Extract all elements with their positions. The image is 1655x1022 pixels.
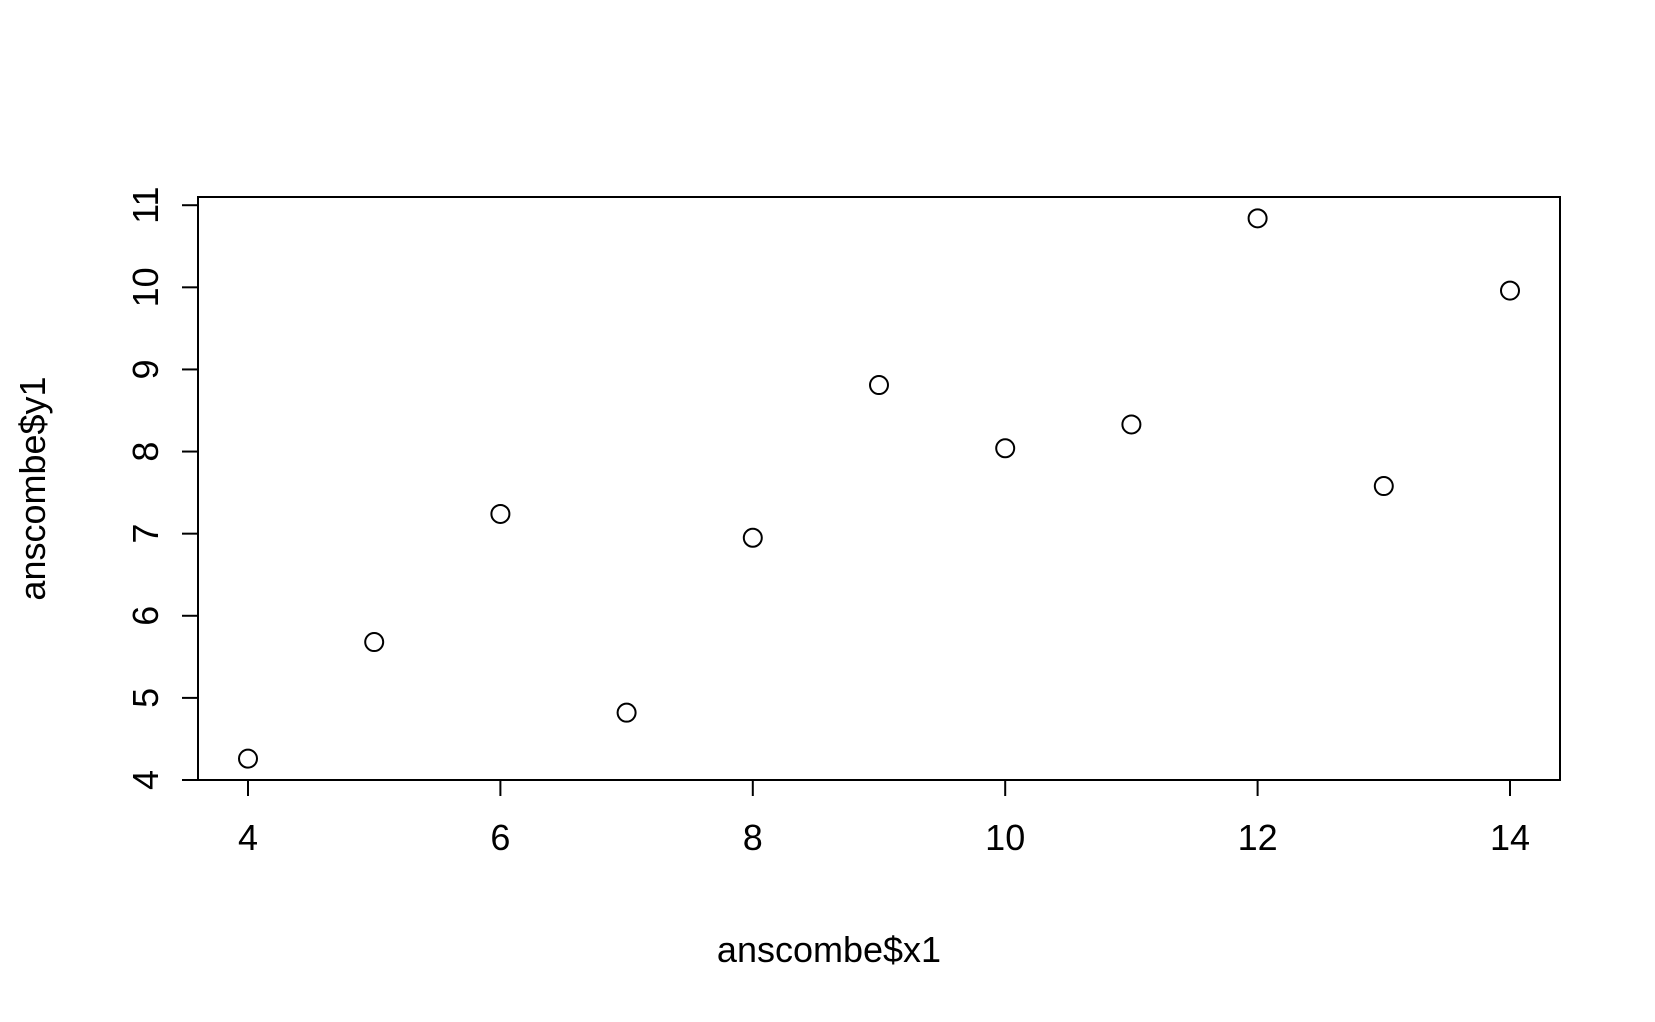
y-axis: 4 5 6 7 8 9 10 11: [125, 187, 199, 790]
x-tick-label: 12: [1238, 817, 1278, 858]
data-point: [616, 702, 637, 723]
data-point: [1121, 414, 1142, 435]
y-tick-label: 8: [125, 442, 166, 462]
plot-frame: [197, 196, 1561, 781]
y-tick-label: 9: [125, 359, 166, 379]
data-point: [742, 527, 763, 548]
data-point: [364, 632, 385, 653]
x-axis: 4 6 8 10 12 14: [238, 779, 1530, 858]
y-tick-label: 6: [125, 606, 166, 626]
x-axis-title: anscombe$x1: [717, 929, 941, 970]
y-tick-label: 5: [125, 688, 166, 708]
x-tick-label: 6: [490, 817, 510, 858]
x-tick-label: 8: [743, 817, 763, 858]
x-tick-label: 10: [985, 817, 1025, 858]
y-axis-title: anscombe$y1: [12, 376, 53, 600]
x-tick-label: 4: [238, 817, 258, 858]
data-point: [1373, 476, 1394, 497]
data-point: [238, 748, 258, 769]
data-point: [995, 438, 1016, 459]
y-tick-label: 10: [125, 267, 166, 307]
data-point: [1247, 208, 1268, 229]
x-tick-label: 14: [1490, 817, 1530, 858]
data-point: [869, 375, 889, 396]
data-point: [490, 503, 511, 524]
data-point: [1500, 280, 1520, 301]
y-tick-label: 4: [125, 770, 166, 790]
y-tick-label: 11: [125, 187, 166, 224]
y-tick-label: 7: [125, 524, 166, 544]
data-points: [238, 208, 1520, 769]
